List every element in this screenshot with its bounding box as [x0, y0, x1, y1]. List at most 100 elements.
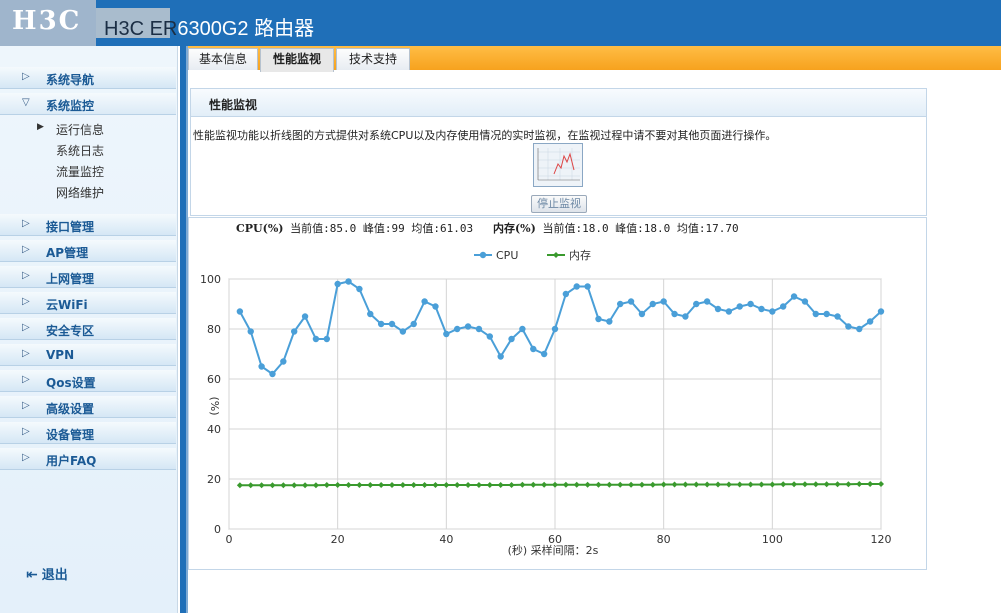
memory-point	[573, 481, 580, 488]
cpu-point	[334, 280, 341, 288]
memory-point	[606, 481, 613, 488]
sidebar-item-security[interactable]: ▷ 安全专区	[0, 318, 176, 340]
memory-point	[747, 481, 754, 488]
cpu-point	[758, 305, 765, 313]
chart-xlabel: (秒) 采样间隔：2s	[508, 543, 599, 557]
y-tick-label: 40	[207, 423, 221, 436]
sidebar-item-internet[interactable]: ▷ 上网管理	[0, 266, 176, 288]
cpu-point	[769, 308, 776, 315]
cpu-point	[247, 328, 254, 335]
logout-button[interactable]: ⇤ 退出	[26, 564, 68, 583]
memory-point	[258, 482, 265, 489]
sidebar-item-advanced[interactable]: ▷ 高级设置	[0, 396, 176, 418]
subitem-system-log[interactable]: 系统日志	[56, 144, 105, 158]
memory-point	[660, 481, 667, 488]
memory-point	[595, 481, 602, 488]
chevron-right-icon: ▷	[22, 244, 30, 255]
sidebar-item-nav[interactable]: ▷ 系统导航	[0, 67, 176, 89]
sidebar-item-label: VPN	[46, 348, 75, 362]
cpu-point	[627, 298, 635, 305]
cpu-point	[703, 298, 711, 305]
performance-panel: 性能监视 性能监视功能以折线图的方式提供对系统CPU以及内存使用情况的实时监视，…	[190, 88, 927, 216]
cpu-point	[693, 300, 700, 308]
sidebar-item-interface[interactable]: ▷ 接口管理	[0, 214, 176, 236]
subitem-traffic-monitor[interactable]: 流量监控	[56, 165, 105, 179]
cpu-point	[269, 370, 276, 378]
memory-point	[519, 481, 526, 488]
cpu-point	[671, 310, 678, 318]
sidebar-item-monitor[interactable]: ▽ 系统监控	[0, 93, 176, 115]
cpu-point	[530, 345, 537, 353]
cpu-point	[606, 318, 613, 325]
sidebar-item-label: 系统监控	[46, 99, 95, 113]
title-suffix: 6300G2 路由器	[177, 18, 315, 40]
memory-point	[530, 481, 537, 488]
panel-header: 性能监视	[191, 89, 926, 117]
sidebar-item-ap[interactable]: ▷ AP管理	[0, 240, 176, 262]
stats-line: CPU(%) 当前值:85.0 峰值:99 均值:61.03 内存(%) 当前值…	[236, 220, 739, 236]
cpu-point	[432, 303, 439, 310]
sidebar-item-label: 设备管理	[46, 428, 95, 442]
cpu-point	[617, 300, 624, 308]
x-tick-label: 20	[331, 533, 345, 546]
subitem-network-maintenance[interactable]: 网络维护	[56, 186, 105, 200]
sidebar-divider-inner	[186, 46, 188, 613]
cpu-point	[399, 328, 407, 335]
memory-point	[291, 482, 298, 489]
cpu-point	[301, 313, 309, 320]
memory-point	[334, 482, 341, 488]
tab-basic-info[interactable]: 基本信息	[188, 48, 258, 70]
memory-point	[812, 481, 819, 488]
x-tick-label: 60	[548, 533, 562, 546]
x-tick-label: 80	[657, 533, 671, 546]
cpu-point	[747, 300, 754, 308]
sidebar-item-label: 上网管理	[46, 272, 95, 286]
chart-lines	[236, 278, 885, 489]
subitem-run-info[interactable]: 运行信息	[56, 123, 105, 137]
sidebar-item-vpn[interactable]: ▷ VPN	[0, 344, 176, 366]
tab-performance[interactable]: 性能监视	[260, 48, 334, 72]
cpu-point	[877, 308, 885, 315]
y-tick-label: 60	[207, 373, 221, 386]
memory-point	[486, 482, 493, 488]
tab-tech-support[interactable]: 技术支持	[336, 48, 410, 70]
sidebar-item-device[interactable]: ▷ 设备管理	[0, 422, 176, 444]
mem-stats-values: 当前值:18.0 峰值:18.0 均值:17.70	[535, 222, 739, 235]
cpu-point	[356, 285, 363, 293]
memory-point	[410, 482, 417, 488]
memory-point	[269, 482, 276, 489]
memory-point	[236, 482, 243, 489]
y-tick-label: 80	[207, 323, 221, 336]
panel-title: 性能监视	[209, 98, 258, 112]
cpu-point	[856, 325, 863, 333]
sidebar-item-label: 用户FAQ	[46, 454, 97, 468]
memory-point	[878, 481, 884, 487]
chevron-right-icon: ▷	[22, 400, 30, 411]
logo-box: H3C	[0, 0, 96, 46]
sidebar-item-qos[interactable]: ▷ Qos设置	[0, 370, 176, 392]
cpu-point	[682, 313, 689, 320]
logout-label: 退出	[41, 568, 68, 583]
memory-point	[584, 481, 591, 488]
x-tick-label: 120	[871, 533, 892, 546]
sidebar-item-cloud-wifi[interactable]: ▷ 云WiFi	[0, 292, 176, 314]
cpu-point	[497, 353, 504, 360]
legend-label: 内存	[569, 248, 591, 262]
cpu-stats-values: 当前值:85.0 峰值:99 均值:61.03	[283, 222, 474, 235]
sidebar-item-label: 接口管理	[46, 220, 95, 234]
stop-monitor-button[interactable]: 停止监视	[531, 195, 587, 213]
memory-point	[725, 481, 732, 488]
y-tick-label: 20	[207, 473, 221, 486]
cpu-point	[866, 318, 874, 325]
sidebar-item-label: 安全专区	[46, 324, 95, 338]
x-tick-label: 100	[762, 533, 783, 546]
sidebar-item-faq[interactable]: ▷ 用户FAQ	[0, 448, 176, 470]
memory-point	[791, 481, 798, 488]
tab-bar: 基本信息 性能监视 技术支持	[188, 46, 1001, 72]
cpu-point	[312, 335, 320, 343]
cpu-point	[508, 335, 515, 343]
cpu-point	[736, 303, 743, 310]
memory-point	[693, 481, 700, 488]
cpu-point	[551, 325, 559, 333]
chevron-right-icon: ▷	[22, 270, 30, 281]
